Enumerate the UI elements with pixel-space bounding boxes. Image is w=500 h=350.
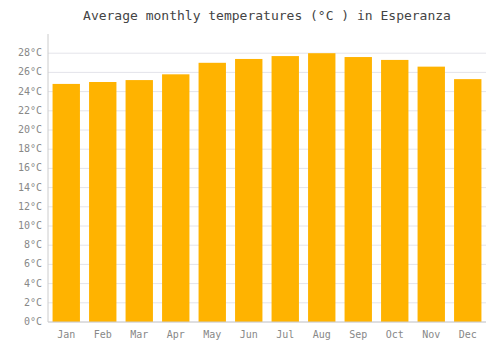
bar bbox=[235, 59, 262, 322]
grid-line bbox=[48, 53, 486, 54]
bar bbox=[418, 67, 445, 322]
chart-svg: Average monthly temperatures (°C ) in Es… bbox=[0, 0, 500, 350]
x-tick-label: Mar bbox=[130, 329, 148, 340]
chart-container: Average monthly temperatures (°C ) in Es… bbox=[0, 0, 500, 350]
x-tick-label: Jan bbox=[57, 329, 75, 340]
bars bbox=[53, 53, 482, 322]
y-tick-label: 6°C bbox=[24, 258, 42, 269]
y-tick-label: 26°C bbox=[18, 66, 42, 77]
grid bbox=[48, 53, 486, 322]
bar bbox=[345, 57, 372, 322]
x-axis-line bbox=[48, 322, 486, 323]
x-tick-label: Dec bbox=[459, 329, 477, 340]
bar bbox=[53, 84, 80, 322]
bar bbox=[89, 82, 116, 322]
y-tick-label: 0°C bbox=[24, 316, 42, 327]
bar bbox=[454, 79, 481, 322]
x-tick-label: Jul bbox=[276, 329, 294, 340]
x-tick-label: Apr bbox=[167, 329, 185, 340]
y-tick-label: 10°C bbox=[18, 220, 42, 231]
x-tick-label: Oct bbox=[386, 329, 404, 340]
y-tick-label: 20°C bbox=[18, 124, 42, 135]
y-tick-label: 28°C bbox=[18, 47, 42, 58]
bar bbox=[308, 53, 335, 322]
y-axis-line bbox=[48, 34, 49, 322]
y-tick-label: 14°C bbox=[18, 182, 42, 193]
y-tick-label: 18°C bbox=[18, 143, 42, 154]
bar bbox=[162, 74, 189, 322]
bar bbox=[199, 63, 226, 322]
x-tick-label: May bbox=[203, 329, 221, 340]
x-tick-label: Jun bbox=[240, 329, 258, 340]
bar bbox=[272, 56, 299, 322]
y-tick-label: 22°C bbox=[18, 105, 42, 116]
x-tick-label: Feb bbox=[94, 329, 112, 340]
bar bbox=[381, 60, 408, 322]
grid-line bbox=[48, 322, 486, 323]
x-tick-label: Nov bbox=[422, 329, 440, 340]
x-tick-label: Aug bbox=[313, 329, 331, 340]
y-tick-label: 12°C bbox=[18, 201, 42, 212]
y-tick-label: 24°C bbox=[18, 86, 42, 97]
bar bbox=[126, 80, 153, 322]
y-tick-label: 16°C bbox=[18, 162, 42, 173]
y-tick-label: 2°C bbox=[24, 297, 42, 308]
x-tick-label: Sep bbox=[349, 329, 367, 340]
y-tick-label: 4°C bbox=[24, 278, 42, 289]
title: Average monthly temperatures (°C ) in Es… bbox=[83, 8, 451, 23]
y-tick-label: 8°C bbox=[24, 239, 42, 250]
